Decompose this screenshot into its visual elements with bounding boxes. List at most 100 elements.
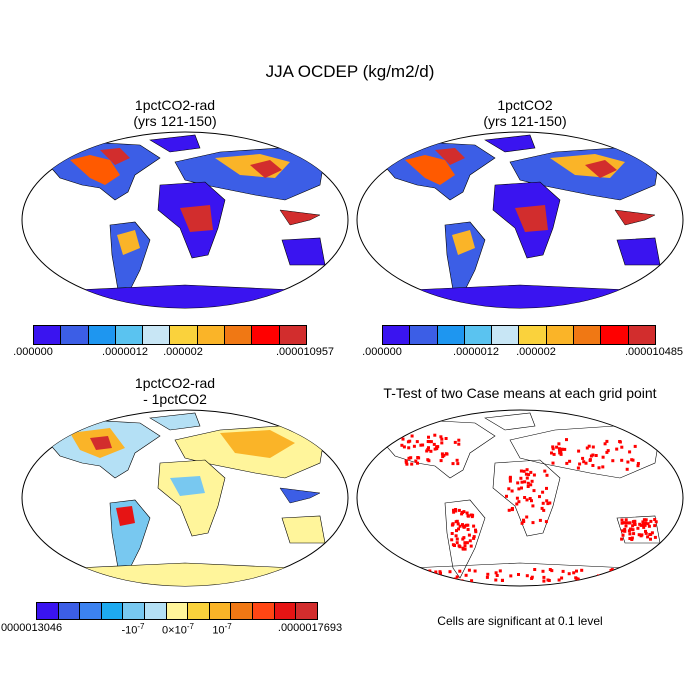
significant-cell (575, 569, 578, 573)
colorbar-swatch (115, 326, 144, 344)
significant-cell (494, 571, 498, 575)
significant-cell (528, 497, 532, 500)
colorbar-swatch (58, 603, 81, 619)
significant-cell (631, 524, 635, 528)
significant-cell (433, 433, 437, 437)
colorbar-swatch (464, 326, 493, 344)
significant-cell (630, 536, 634, 540)
significant-cell (525, 498, 529, 502)
significant-cell (567, 572, 571, 576)
significant-cell (603, 442, 607, 446)
significant-cell (563, 447, 567, 451)
significant-cell (425, 449, 429, 453)
significant-cell (588, 459, 592, 462)
significant-cell (430, 575, 434, 579)
significant-cell (631, 520, 635, 524)
significant-cell (495, 574, 499, 577)
significant-cell (546, 578, 550, 582)
significant-cell (625, 467, 629, 471)
significant-cell (591, 464, 595, 467)
significant-cell (560, 447, 564, 451)
significant-cells (400, 433, 658, 583)
significant-cell (611, 459, 615, 463)
significant-cell (453, 440, 457, 444)
significant-cell (469, 513, 473, 517)
significant-cell (472, 524, 476, 528)
significant-cell (464, 573, 468, 577)
world-map-difference (21, 409, 349, 587)
significant-cell (653, 518, 657, 521)
significant-cell (455, 575, 459, 579)
colorbar-swatch (123, 603, 146, 619)
colorbar-swatch (492, 326, 520, 344)
significant-cell (507, 487, 511, 491)
significant-cell (455, 529, 458, 533)
significant-cell (525, 476, 529, 480)
significant-cell (465, 541, 469, 545)
significant-cell (432, 442, 436, 446)
significant-cell (551, 445, 555, 449)
significant-cell (522, 469, 526, 473)
significant-cell (444, 452, 448, 456)
colorbar-swatch (170, 326, 198, 344)
significant-cell (416, 456, 420, 459)
significant-cell (560, 576, 564, 580)
significant-cell (517, 500, 521, 504)
tick-exponent: -7 (137, 622, 145, 631)
significant-cell (644, 529, 647, 533)
significant-cell (467, 533, 471, 537)
significant-cell (548, 501, 552, 505)
significant-cell (565, 461, 569, 465)
panel-title-top-left: 1pctCO2-rad (yrs 121-150) (20, 97, 330, 129)
significant-cell (435, 447, 439, 451)
significant-cell (538, 518, 542, 522)
significant-cell (629, 527, 633, 531)
significant-cell (510, 507, 514, 510)
significant-cell (533, 568, 537, 571)
significant-cell (412, 444, 416, 448)
significant-cell (646, 522, 650, 526)
significant-cell (472, 535, 476, 539)
colorbar-swatch (37, 603, 59, 619)
significant-cell (407, 456, 411, 460)
significant-cell (565, 438, 568, 442)
colorbar-label: .000010957 (275, 346, 335, 358)
significant-cell (627, 529, 631, 533)
significant-cell (434, 576, 438, 580)
significant-cell (410, 434, 414, 438)
significant-cell (404, 460, 408, 464)
significant-cell (498, 569, 502, 573)
significant-cell (581, 456, 585, 460)
significant-cell (454, 534, 458, 538)
significant-cell (541, 501, 545, 505)
significant-cell (434, 575, 438, 579)
significant-cell (572, 571, 576, 575)
significant-cell (557, 578, 561, 582)
significant-cell (434, 570, 438, 574)
significant-cell (623, 529, 627, 533)
significant-cell (438, 578, 442, 582)
significant-cell (621, 529, 624, 533)
colorbar-label: 10-7 (212, 622, 231, 637)
significant-cell (454, 520, 458, 524)
significant-cell (626, 460, 630, 464)
significant-cell (465, 511, 469, 515)
significant-cell (463, 544, 467, 548)
significant-cell (576, 466, 580, 470)
significant-cell (531, 504, 535, 508)
significant-cell (628, 521, 632, 525)
significant-cell (543, 469, 547, 473)
significant-cell (551, 447, 555, 451)
significant-cell (466, 514, 470, 518)
tick-mantissa: 10 (212, 624, 225, 637)
significant-cell (458, 569, 462, 573)
world-map-1pctco2-rad (21, 131, 349, 309)
colorbar-label: .000000 (13, 346, 53, 358)
significant-cell (520, 486, 523, 490)
significant-cell (642, 518, 646, 522)
world-map-ttest (356, 409, 684, 587)
significant-cell (457, 442, 461, 446)
significant-cell (455, 458, 459, 462)
significant-cell (463, 541, 467, 545)
significant-cell (623, 527, 627, 531)
